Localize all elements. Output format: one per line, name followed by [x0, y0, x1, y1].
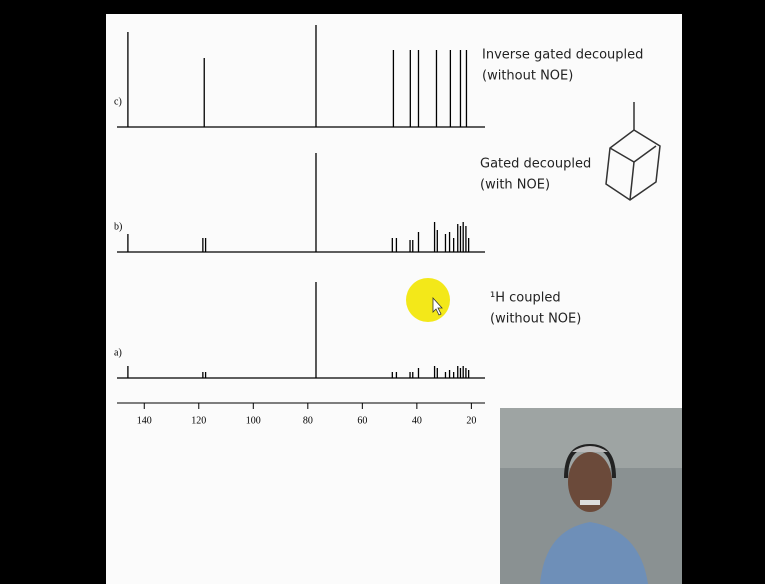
- tick-label: 20: [466, 415, 476, 426]
- slide-view: c) Inverse gated decoupled (without NOE) b)…: [0, 0, 765, 584]
- tick-label: 120: [191, 415, 206, 426]
- caption: (without NOE): [490, 312, 581, 327]
- tick-label: 100: [246, 415, 261, 426]
- caption: ¹H coupled: [490, 291, 561, 306]
- caption: (without NOE): [482, 69, 573, 84]
- tick-label: 60: [357, 415, 367, 426]
- caption: Inverse gated decoupled: [482, 48, 643, 63]
- spectrum-label: b): [114, 221, 122, 232]
- tick-label: 80: [303, 415, 313, 426]
- tick-label: 40: [412, 415, 422, 426]
- spectrum-label: c): [114, 96, 122, 107]
- webcam: [500, 408, 682, 584]
- tick-label: 140: [137, 415, 152, 426]
- caption: (with NOE): [480, 178, 550, 193]
- screen: c) Inverse gated decoupled (without NOE) b)…: [0, 0, 765, 584]
- cursor-highlight: [406, 278, 450, 322]
- spectrum-label: a): [114, 347, 122, 358]
- caption: Gated decoupled: [480, 157, 591, 172]
